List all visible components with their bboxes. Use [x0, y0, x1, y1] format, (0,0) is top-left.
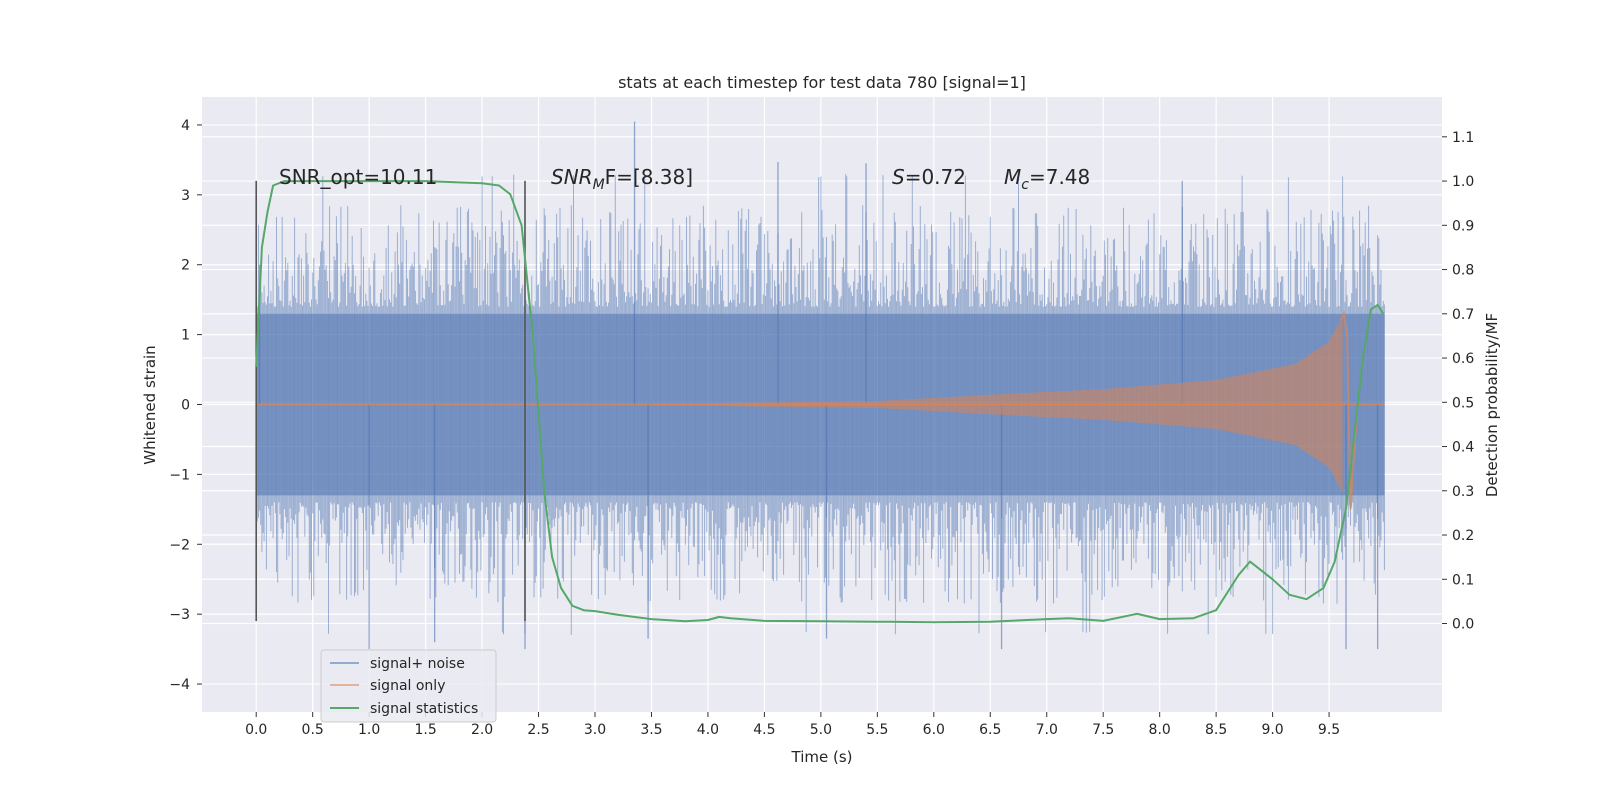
legend: signal+ noise signal only signal statist… — [320, 649, 497, 723]
y-tick-label-left: 0 — [181, 398, 190, 414]
x-tick-label: 2.5 — [527, 722, 549, 738]
x-tick-label: 4.5 — [753, 722, 775, 738]
x-tick-label: 9.5 — [1318, 722, 1340, 738]
legend-label-signal-noise: signal+ noise — [370, 656, 465, 672]
x-tick-label: 8.5 — [1205, 722, 1227, 738]
x-tick-label: 4.0 — [697, 722, 719, 738]
y-tick-label-left: −3 — [169, 607, 190, 623]
y-tick-label-left: −2 — [169, 537, 190, 553]
annotation-mc-sub: c — [1021, 177, 1029, 193]
series-signal-statistics — [255, 180, 1385, 624]
y-tick-label-right: 0.3 — [1452, 484, 1474, 500]
ticks: 0.0 0.5 1.0 1.5 2.0 2.5 3.0 3.5 4.0 4.5 5.0 5.5 6.0 6… — [169, 118, 1474, 738]
signal-chirp-envelope — [651, 315, 1343, 494]
x-tick-label: 0.5 — [302, 722, 324, 738]
y-tick-label-right: 0.9 — [1452, 218, 1474, 234]
annotation-snr-mf: SNRMF=[8.38] — [551, 165, 693, 193]
legend-label-signal-only: signal only — [370, 678, 445, 694]
y-tick-label-left: 2 — [181, 258, 190, 274]
x-tick-label: 5.0 — [810, 722, 832, 738]
x-axis-title: Time (s) — [791, 748, 853, 766]
y-tick-label-right: 1.0 — [1452, 174, 1474, 190]
statistics-layer — [255, 180, 1385, 624]
x-tick-label: 1.5 — [414, 722, 436, 738]
y-tick-label-right: 0.4 — [1452, 440, 1474, 456]
annotation-snr-mf-sub: M — [593, 177, 605, 193]
x-tick-label: 6.0 — [923, 722, 945, 738]
x-tick-label: 7.0 — [1036, 722, 1058, 738]
x-tick-label: 3.0 — [584, 722, 606, 738]
annotation-mc: Mc=7.48 — [1004, 165, 1090, 193]
x-tick-label: 2.0 — [471, 722, 493, 738]
annotation-s-var: S — [892, 165, 905, 189]
chart-title: stats at each timestep for test data 780… — [618, 73, 1026, 92]
x-tick-label: 8.0 — [1149, 722, 1171, 738]
x-tick-label: 1.0 — [358, 722, 380, 738]
y-tick-label-right: 0.1 — [1452, 572, 1474, 588]
annotation-snr-mf-tail: F=[8.38] — [605, 165, 693, 189]
annotation-snr-mf-main: SNR — [551, 165, 593, 189]
x-tick-label: 7.5 — [1092, 722, 1114, 738]
y-tick-label-left: −4 — [169, 677, 190, 693]
y-tick-label-right: 0.5 — [1452, 395, 1474, 411]
series-signal-only — [256, 310, 1385, 510]
y-tick-label-left: 1 — [181, 328, 190, 344]
y-tick-label-right: 1.1 — [1452, 130, 1474, 146]
legend-box — [320, 649, 497, 723]
annotation-mc-val: =7.48 — [1029, 165, 1090, 189]
y-tick-label-right: 0.7 — [1452, 307, 1474, 323]
y-tick-label-right: 0.6 — [1452, 351, 1474, 367]
annotation-s: S=0.72 — [892, 165, 966, 189]
x-tick-label: 6.5 — [979, 722, 1001, 738]
x-tick-label: 3.5 — [640, 722, 662, 738]
y-tick-label-left: 4 — [181, 118, 190, 134]
x-tick-label: 0.0 — [245, 722, 267, 738]
y-tick-label-right: 0.0 — [1452, 617, 1474, 633]
y-axis-title-left: Whitened strain — [141, 345, 159, 464]
y-tick-label-left: 3 — [181, 188, 190, 204]
signal-merger — [1339, 310, 1358, 510]
y-axis-title-right: Detection probability/MF — [1483, 313, 1501, 497]
x-tick-label: 9.0 — [1261, 722, 1283, 738]
y-tick-label-right: 0.8 — [1452, 263, 1474, 279]
y-tick-label-right: 0.2 — [1452, 528, 1474, 544]
y-tick-label-left: −1 — [169, 467, 190, 483]
annotation-snr-opt: SNR_opt=10.11 — [279, 165, 437, 189]
annotation-mc-var: M — [1004, 165, 1021, 189]
x-tick-label: 5.5 — [866, 722, 888, 738]
legend-label-signal-statistics: signal statistics — [370, 701, 478, 717]
annotation-s-val: =0.72 — [905, 165, 966, 189]
data-layer — [255, 121, 1385, 650]
